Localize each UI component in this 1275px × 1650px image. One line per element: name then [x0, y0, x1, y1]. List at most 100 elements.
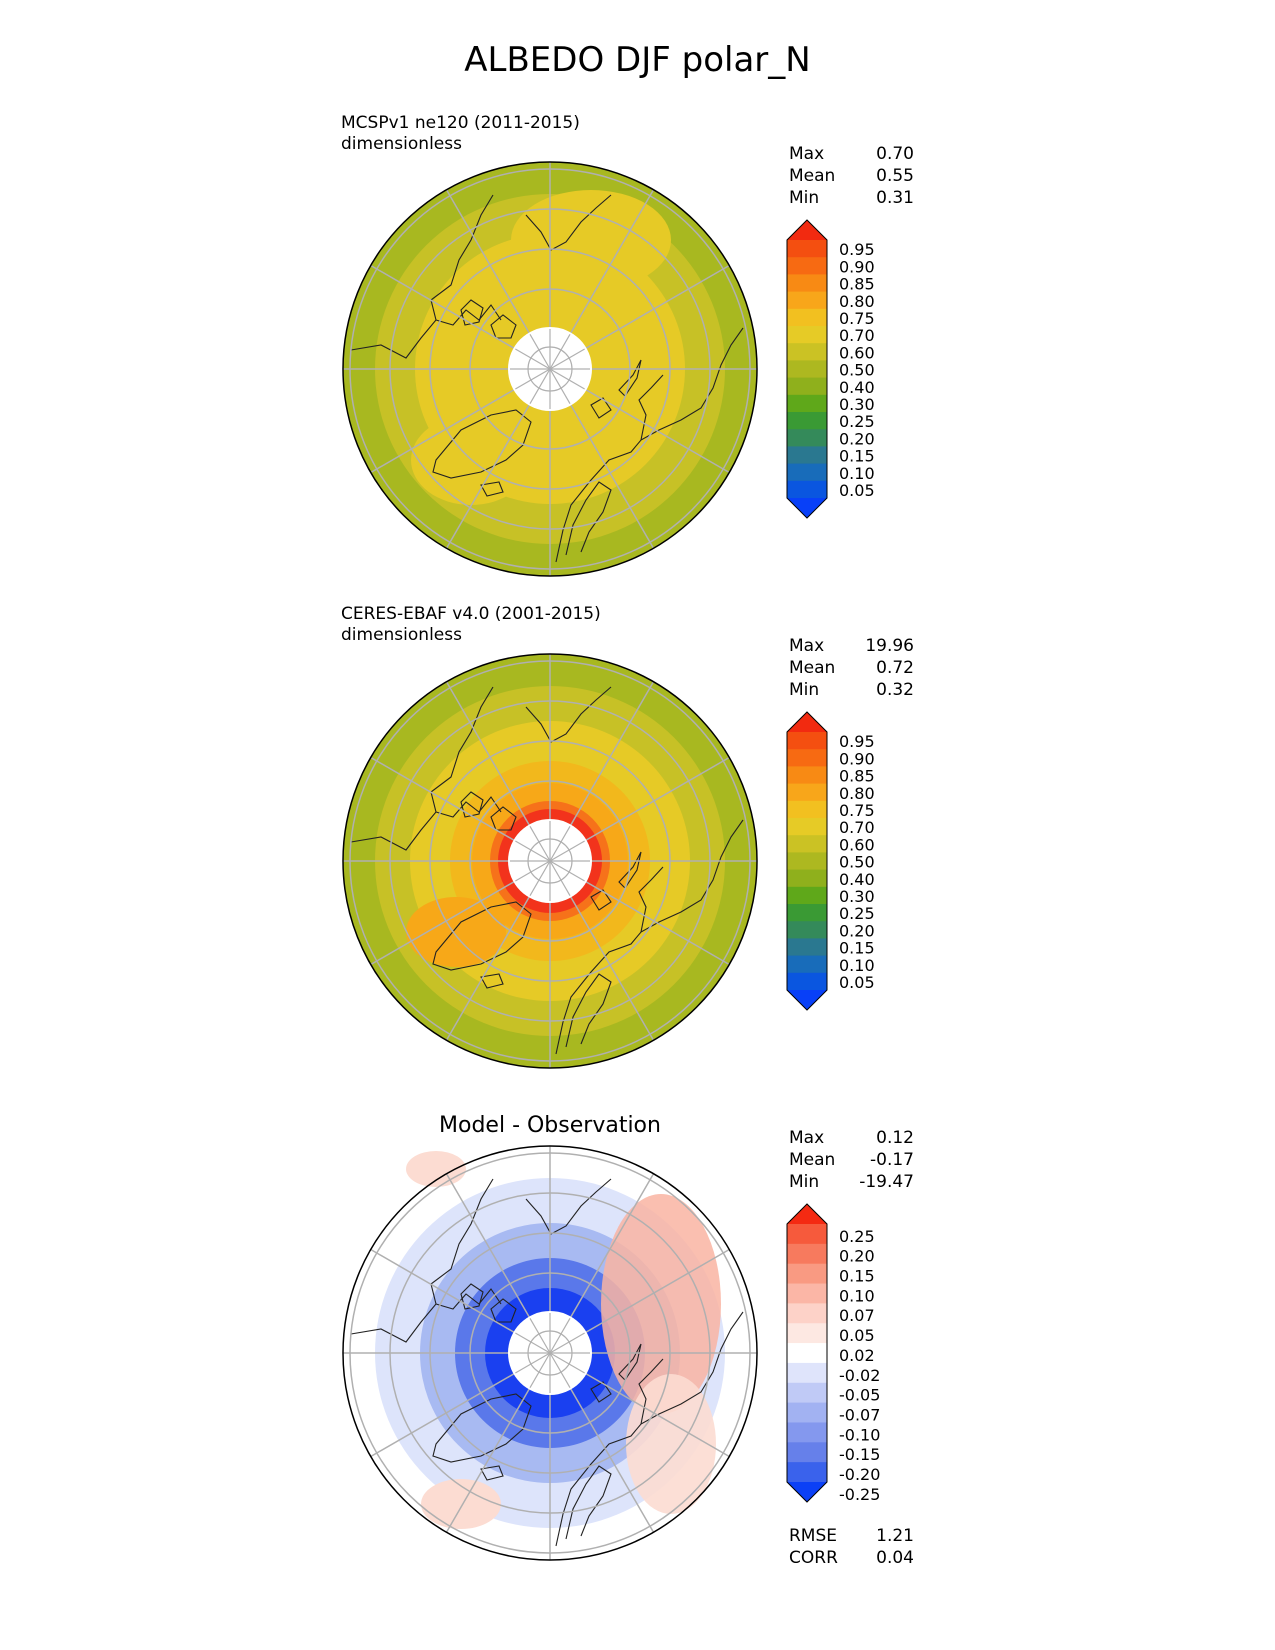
diff-patch-positive-north: [406, 1151, 466, 1187]
colorbar-swatch: [787, 766, 827, 785]
stat-value: 0.32: [876, 680, 914, 700]
stat-label: Mean: [789, 658, 836, 678]
colorbar-swatch: [787, 886, 827, 905]
colorbar-swatch: [787, 904, 827, 922]
meridian-line: [569, 189, 655, 335]
meridian-line: [370, 388, 516, 474]
colorbar-swatch: [787, 1362, 827, 1384]
colorbar-tick-label: 0.75: [839, 309, 875, 328]
panel2-border: [342, 653, 758, 1069]
meridian-line: [445, 681, 531, 827]
colorbar-tick-label: 0.20: [839, 429, 875, 448]
colorbar-tick-label: 0.70: [839, 818, 875, 837]
colorbar-swatch: [787, 257, 827, 275]
meridian-line: [445, 1173, 531, 1319]
meridian-line: [584, 756, 730, 842]
panel2-units: dimensionless: [341, 625, 462, 645]
stat-label: CORR: [789, 1548, 838, 1568]
stat-label: Max: [789, 144, 825, 164]
colorbar-tick-label: 0.75: [839, 801, 875, 820]
panel1-units: dimensionless: [341, 134, 462, 154]
figure-title: ALBEDO DJF polar_N: [464, 40, 811, 80]
colorbar-tick-label: 0.85: [839, 275, 875, 294]
colorbar-outline: [786, 219, 828, 519]
pole-meridian: [529, 334, 551, 370]
stat-value: 19.96: [865, 636, 914, 656]
panel3-map: [342, 1145, 758, 1561]
colorbar-tick-label: -0.02: [839, 1366, 880, 1385]
pole-meridian: [515, 1332, 551, 1354]
stat-label: RMSE: [789, 1526, 838, 1546]
colorbar-swatch: [787, 1442, 827, 1463]
coastline: [480, 481, 504, 497]
meridian-line: [445, 189, 531, 335]
colorbar-swatch: [787, 480, 827, 499]
colorbar-tick-label: 0.25: [839, 412, 875, 431]
panel1-colorbar: 0.950.900.850.800.750.700.600.500.400.30…: [786, 219, 875, 519]
colorbar-swatch: [787, 446, 827, 465]
panel2-stats: Max 19.96 Mean 0.72 Min 0.32: [789, 635, 914, 701]
colorbar-swatch: [787, 1462, 827, 1483]
pole-meridian: [529, 1318, 551, 1354]
colorbar-tick-label: 0.50: [839, 853, 875, 872]
colorbar-tick-label: -0.15: [839, 1445, 880, 1464]
coastline: [590, 397, 612, 419]
stat-label: Max: [789, 636, 825, 656]
colorbar-swatch: [787, 1243, 827, 1265]
panel3-stat-max: Max 0.12: [789, 1127, 914, 1149]
colorbar-swatch: [787, 869, 827, 888]
colorbar-tick-label: 0.80: [839, 292, 875, 311]
colorbar-tick-label: 0.05: [839, 481, 875, 500]
colorbar-swatch: [787, 852, 827, 871]
colorbar-tick-label: 0.40: [839, 870, 875, 889]
colorbar-tick-label: 0.20: [839, 921, 875, 940]
colorbar-swatch: [787, 1283, 827, 1304]
colorbar-swatch: [787, 274, 827, 293]
colorbar-swatch: [787, 938, 827, 957]
colorbar-outline: [786, 711, 828, 1011]
coastline: [435, 1288, 502, 1310]
pole-meridian: [515, 860, 551, 882]
pole-meridian: [515, 1352, 551, 1374]
colorbar-tick-label: 0.05: [839, 1326, 875, 1345]
colorbar-swatch: [787, 818, 827, 836]
colorbar-swatch: [787, 749, 827, 767]
pole-meridian: [549, 1318, 571, 1354]
coastline: [565, 1465, 612, 1540]
colorbar-swatch: [787, 291, 827, 310]
colorbar-swatch: [787, 921, 827, 939]
meridian-line: [569, 895, 655, 1041]
colorbar-swatch: [787, 1303, 827, 1324]
colorbar-tick-label: -0.20: [839, 1465, 880, 1484]
panel2-pole-grid: [510, 821, 590, 901]
panel1-pole-grid: [510, 329, 590, 409]
colorbar-extend-min: [787, 1482, 827, 1502]
colorbar-swatch: [787, 1382, 827, 1404]
coastline: [565, 481, 612, 556]
meridian-line: [370, 1372, 516, 1458]
panel3-pole-grid: [510, 1313, 590, 1393]
colorbar-swatch: [787, 377, 827, 396]
stat-value: -19.47: [859, 1172, 914, 1192]
panel1-stat-min: Min 0.31: [789, 187, 914, 209]
pole-meridian: [549, 368, 571, 404]
albedo-patch-greenland: [406, 897, 506, 967]
panel1-stat-max: Max 0.70: [789, 143, 914, 165]
colorbar-tick-label: 0.15: [839, 1267, 875, 1286]
pole-meridian: [515, 368, 551, 390]
colorbar-tick-label: 0.20: [839, 1247, 875, 1266]
panel1-title: MCSPv1 ne120 (2011-2015): [341, 113, 580, 133]
colorbar-tick-label: 0.85: [839, 767, 875, 786]
colorbar-tick-label: 0.80: [839, 784, 875, 803]
meridian-line: [584, 1248, 730, 1334]
pole-meridian: [515, 348, 551, 370]
diff-patch-positive-east: [601, 1194, 721, 1414]
colorbar-tick-label: 0.90: [839, 749, 875, 768]
meridian-line: [370, 880, 516, 966]
panel3-gridlines: [343, 1146, 757, 1560]
colorbar-tick-label: 0.90: [839, 257, 875, 276]
meridian-line: [445, 403, 531, 549]
colorbar-extend-max: [787, 1204, 827, 1224]
stat-value: 0.04: [876, 1548, 914, 1568]
colorbar-tick-label: 0.10: [839, 464, 875, 483]
